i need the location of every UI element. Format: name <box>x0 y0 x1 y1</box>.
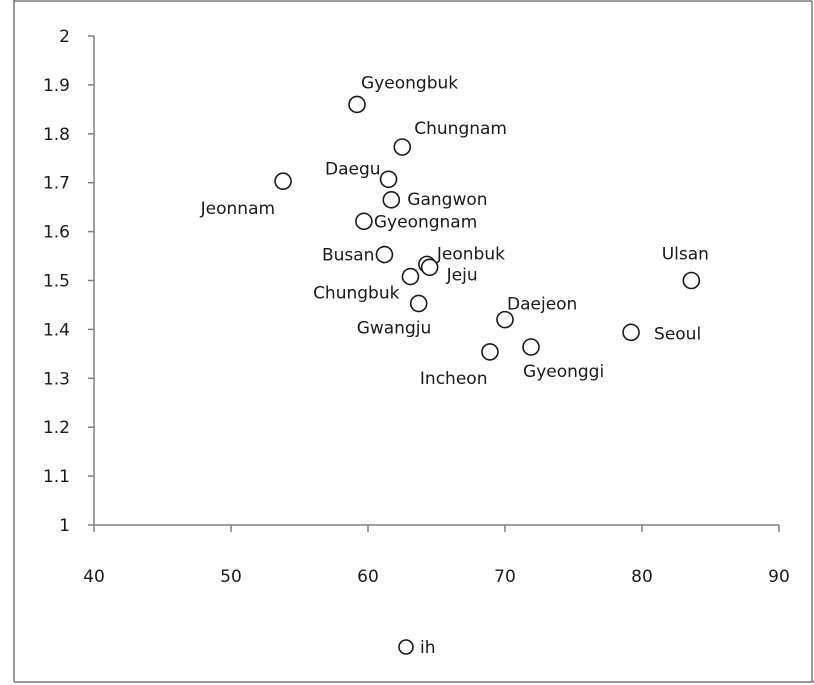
data-point <box>393 138 412 156</box>
point-label: Daejeon <box>507 295 577 315</box>
point-label: Incheon <box>420 369 488 389</box>
data-point <box>622 323 640 342</box>
point-label: Ulsan <box>662 245 709 265</box>
data-point <box>382 191 401 209</box>
data-point <box>522 338 540 356</box>
legend-label: ih <box>420 638 436 658</box>
point-label: Jeonbuk <box>436 244 505 264</box>
x-tick-label: 80 <box>631 567 653 587</box>
data-point <box>496 310 514 329</box>
data-point <box>481 343 499 361</box>
y-tick-label: 1.8 <box>43 125 70 145</box>
legend: ih <box>398 638 436 658</box>
y-tick-label: 1.2 <box>43 418 70 438</box>
x-tick-label: 40 <box>83 567 105 587</box>
y-tick-label: 1.5 <box>43 272 70 292</box>
data-point <box>375 245 394 264</box>
x-tick-label: 90 <box>768 567 790 587</box>
point-label: Gyeonggi <box>523 362 604 382</box>
data-point <box>682 271 701 290</box>
point-label: Jeju <box>446 265 478 285</box>
x-axis-ticks: 40 50 60 70 80 90 <box>83 525 790 587</box>
y-tick-label: 1.3 <box>43 369 70 389</box>
point-label: Seoul <box>654 324 701 344</box>
legend-marker <box>398 639 414 655</box>
data-point <box>401 267 420 286</box>
y-tick-label: 1 <box>59 516 70 536</box>
data-point <box>409 294 428 313</box>
x-tick-label: 70 <box>494 567 516 587</box>
point-label: Busan <box>322 246 375 266</box>
point-label: Jeonnam <box>200 199 275 219</box>
data-point <box>420 258 439 277</box>
y-tick-label: 2 <box>59 27 70 47</box>
y-tick-label: 1.1 <box>43 467 70 487</box>
point-label: Chungbuk <box>313 284 400 304</box>
data-point <box>348 95 366 114</box>
x-tick-label: 60 <box>357 567 379 587</box>
data-points <box>274 95 701 361</box>
y-tick-label: 1.7 <box>43 174 70 194</box>
point-label: Gyeongnam <box>374 212 477 232</box>
point-label: Gangwon <box>407 190 487 210</box>
y-tick-label: 1.4 <box>43 320 70 340</box>
y-tick-label: 1.6 <box>43 223 70 243</box>
point-label: Gyeongbuk <box>361 73 458 93</box>
data-point <box>355 212 373 231</box>
data-point <box>274 172 292 191</box>
point-label: Chungnam <box>414 119 507 139</box>
y-tick-label: 1.9 <box>43 76 70 96</box>
point-label: Gwangju <box>357 318 432 338</box>
point-label: Daegu <box>325 159 381 179</box>
y-axis-ticks: 1 1.1 1.2 1.3 1.4 1.5 1.6 1.7 1.8 1.9 2 <box>43 27 94 536</box>
x-tick-label: 50 <box>220 567 242 587</box>
data-point <box>379 170 398 189</box>
